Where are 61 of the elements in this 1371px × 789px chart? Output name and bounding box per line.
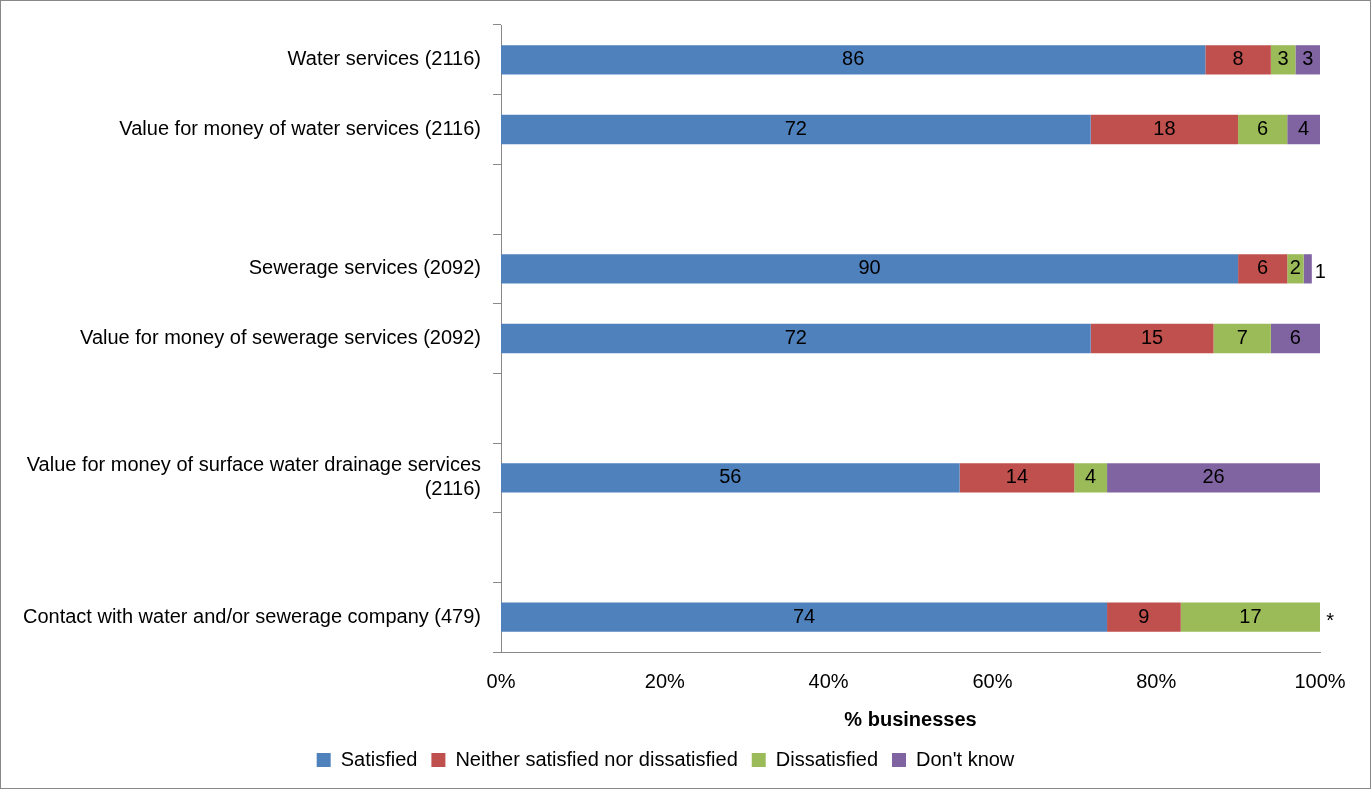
bar	[501, 254, 1239, 284]
data-label: 4	[1085, 465, 1097, 488]
data-label: 74	[792, 604, 816, 627]
data-label: 3	[1302, 47, 1314, 70]
bar	[501, 323, 1091, 354]
x-tick-label: 20%	[644, 669, 686, 692]
legend-label: Dissatisfied	[775, 747, 879, 770]
data-label: 4	[1298, 117, 1310, 140]
bar	[501, 45, 1206, 75]
bar	[1107, 602, 1181, 632]
data-label: *	[1326, 608, 1335, 631]
x-tick-label: 80%	[1136, 669, 1177, 692]
data-label: 90	[858, 256, 881, 279]
data-label: 17	[1239, 604, 1262, 627]
y-tick-label: Value for money of surface water drainage services (2116)	[26, 453, 482, 500]
data-label: 26	[1202, 465, 1225, 488]
y-tick-label: Value for money of water services (2116)	[119, 117, 482, 140]
bar	[1270, 323, 1320, 354]
bar	[1287, 114, 1320, 145]
data-label: 2	[1289, 256, 1301, 279]
bar	[959, 463, 1075, 493]
data-label: 15	[1140, 326, 1164, 349]
data-label: 7	[1236, 326, 1248, 349]
y-tick-label: Sewerage services (2092)	[248, 256, 482, 279]
x-axis-title: % businesses	[844, 707, 977, 730]
legend-label: Satisfied	[340, 747, 418, 770]
data-label: 6	[1257, 117, 1269, 140]
bar	[1107, 463, 1320, 493]
data-label: 14	[1005, 465, 1029, 488]
x-tick-label: 60%	[972, 669, 1013, 692]
data-label: 3	[1277, 47, 1289, 70]
data-label: 8	[1232, 47, 1244, 70]
data-label: 18	[1153, 117, 1176, 140]
bar	[1213, 323, 1271, 354]
data-label: 56	[719, 465, 742, 488]
data-label: 86	[842, 47, 865, 70]
legend-label: Don't know	[916, 747, 1015, 770]
data-label: 6	[1289, 326, 1301, 349]
bar	[1205, 45, 1271, 75]
y-tick-label: Value for money of sewerage services (2092)	[80, 326, 482, 349]
bar	[1180, 602, 1320, 632]
data-label: 9	[1138, 604, 1150, 627]
bar	[1090, 323, 1214, 354]
y-tick-label: Water services (2116)	[287, 47, 482, 70]
x-tick-label: 0%	[486, 669, 516, 692]
bar	[1303, 254, 1312, 284]
bar	[1090, 114, 1239, 145]
bar	[1074, 463, 1108, 493]
bar	[501, 602, 1108, 632]
data-label: 72	[784, 326, 807, 349]
data-label: 72	[784, 117, 807, 140]
bar	[1238, 254, 1288, 284]
x-tick-label: 100%	[1294, 669, 1346, 692]
legend-label: Neither satisfied nor dissatisfied	[455, 747, 738, 770]
y-tick-label: Contact with water and/or sewerage company (479)	[22, 604, 482, 627]
x-tick-label: 40%	[808, 669, 849, 692]
bar	[1238, 114, 1288, 145]
data-label: 6	[1257, 256, 1269, 279]
data-label: 1	[1314, 260, 1326, 283]
bar	[501, 463, 960, 493]
bar	[501, 114, 1091, 145]
